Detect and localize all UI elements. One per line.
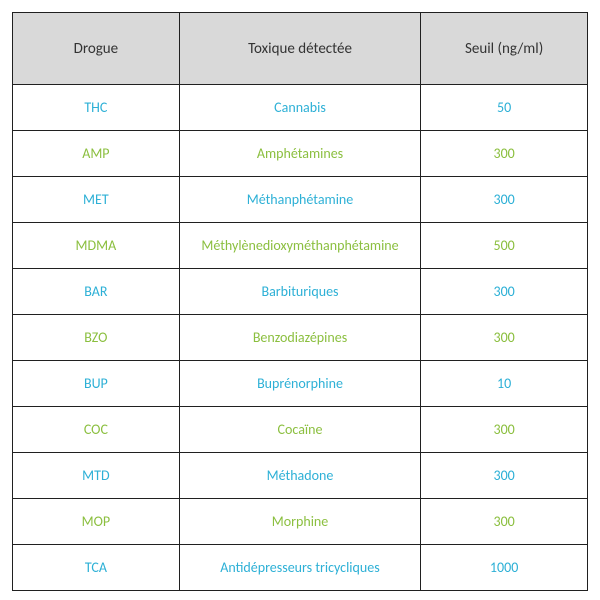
cell-toxic: Cannabis (179, 85, 421, 131)
table-row: MDMAMéthylènedioxyméthanphétamine500 (13, 223, 588, 269)
table-body: THCCannabis50AMPAmphétamines300METMéthan… (13, 85, 588, 591)
cell-toxic: Morphine (179, 499, 421, 545)
cell-toxic: Cocaïne (179, 407, 421, 453)
cell-toxic: Antidépresseurs tricycliques (179, 545, 421, 591)
cell-drug: TCA (13, 545, 180, 591)
cell-threshold: 300 (421, 407, 588, 453)
table-row: MTDMéthadone300 (13, 453, 588, 499)
table-row: AMPAmphétamines300 (13, 131, 588, 177)
cell-drug: MDMA (13, 223, 180, 269)
drug-table: Drogue Toxique détectée Seuil (ng/ml) TH… (12, 12, 588, 591)
cell-drug: MOP (13, 499, 180, 545)
table-row: BZOBenzodiazépines300 (13, 315, 588, 361)
cell-drug: THC (13, 85, 180, 131)
cell-drug: MET (13, 177, 180, 223)
table-row: MOPMorphine300 (13, 499, 588, 545)
cell-threshold: 300 (421, 269, 588, 315)
cell-toxic: Méthylènedioxyméthanphétamine (179, 223, 421, 269)
cell-toxic: Méthanphétamine (179, 177, 421, 223)
cell-threshold: 1000 (421, 545, 588, 591)
cell-drug: BZO (13, 315, 180, 361)
cell-toxic: Barbituriques (179, 269, 421, 315)
cell-toxic: Benzodiazépines (179, 315, 421, 361)
header-drug: Drogue (13, 13, 180, 85)
table-row: THCCannabis50 (13, 85, 588, 131)
cell-drug: BUP (13, 361, 180, 407)
cell-drug: BAR (13, 269, 180, 315)
cell-threshold: 300 (421, 131, 588, 177)
table-row: COCCocaïne300 (13, 407, 588, 453)
cell-toxic: Amphétamines (179, 131, 421, 177)
table-row: BUPBuprénorphine10 (13, 361, 588, 407)
cell-threshold: 300 (421, 453, 588, 499)
cell-toxic: Méthadone (179, 453, 421, 499)
cell-threshold: 300 (421, 499, 588, 545)
cell-threshold: 10 (421, 361, 588, 407)
cell-threshold: 50 (421, 85, 588, 131)
cell-threshold: 500 (421, 223, 588, 269)
header-threshold: Seuil (ng/ml) (421, 13, 588, 85)
header-row: Drogue Toxique détectée Seuil (ng/ml) (13, 13, 588, 85)
header-toxic: Toxique détectée (179, 13, 421, 85)
cell-threshold: 300 (421, 177, 588, 223)
table-row: METMéthanphétamine300 (13, 177, 588, 223)
cell-threshold: 300 (421, 315, 588, 361)
cell-drug: COC (13, 407, 180, 453)
table-container: Drogue Toxique détectée Seuil (ng/ml) TH… (0, 0, 600, 600)
table-row: TCAAntidépresseurs tricycliques1000 (13, 545, 588, 591)
table-row: BARBarbituriques300 (13, 269, 588, 315)
cell-drug: MTD (13, 453, 180, 499)
cell-toxic: Buprénorphine (179, 361, 421, 407)
cell-drug: AMP (13, 131, 180, 177)
